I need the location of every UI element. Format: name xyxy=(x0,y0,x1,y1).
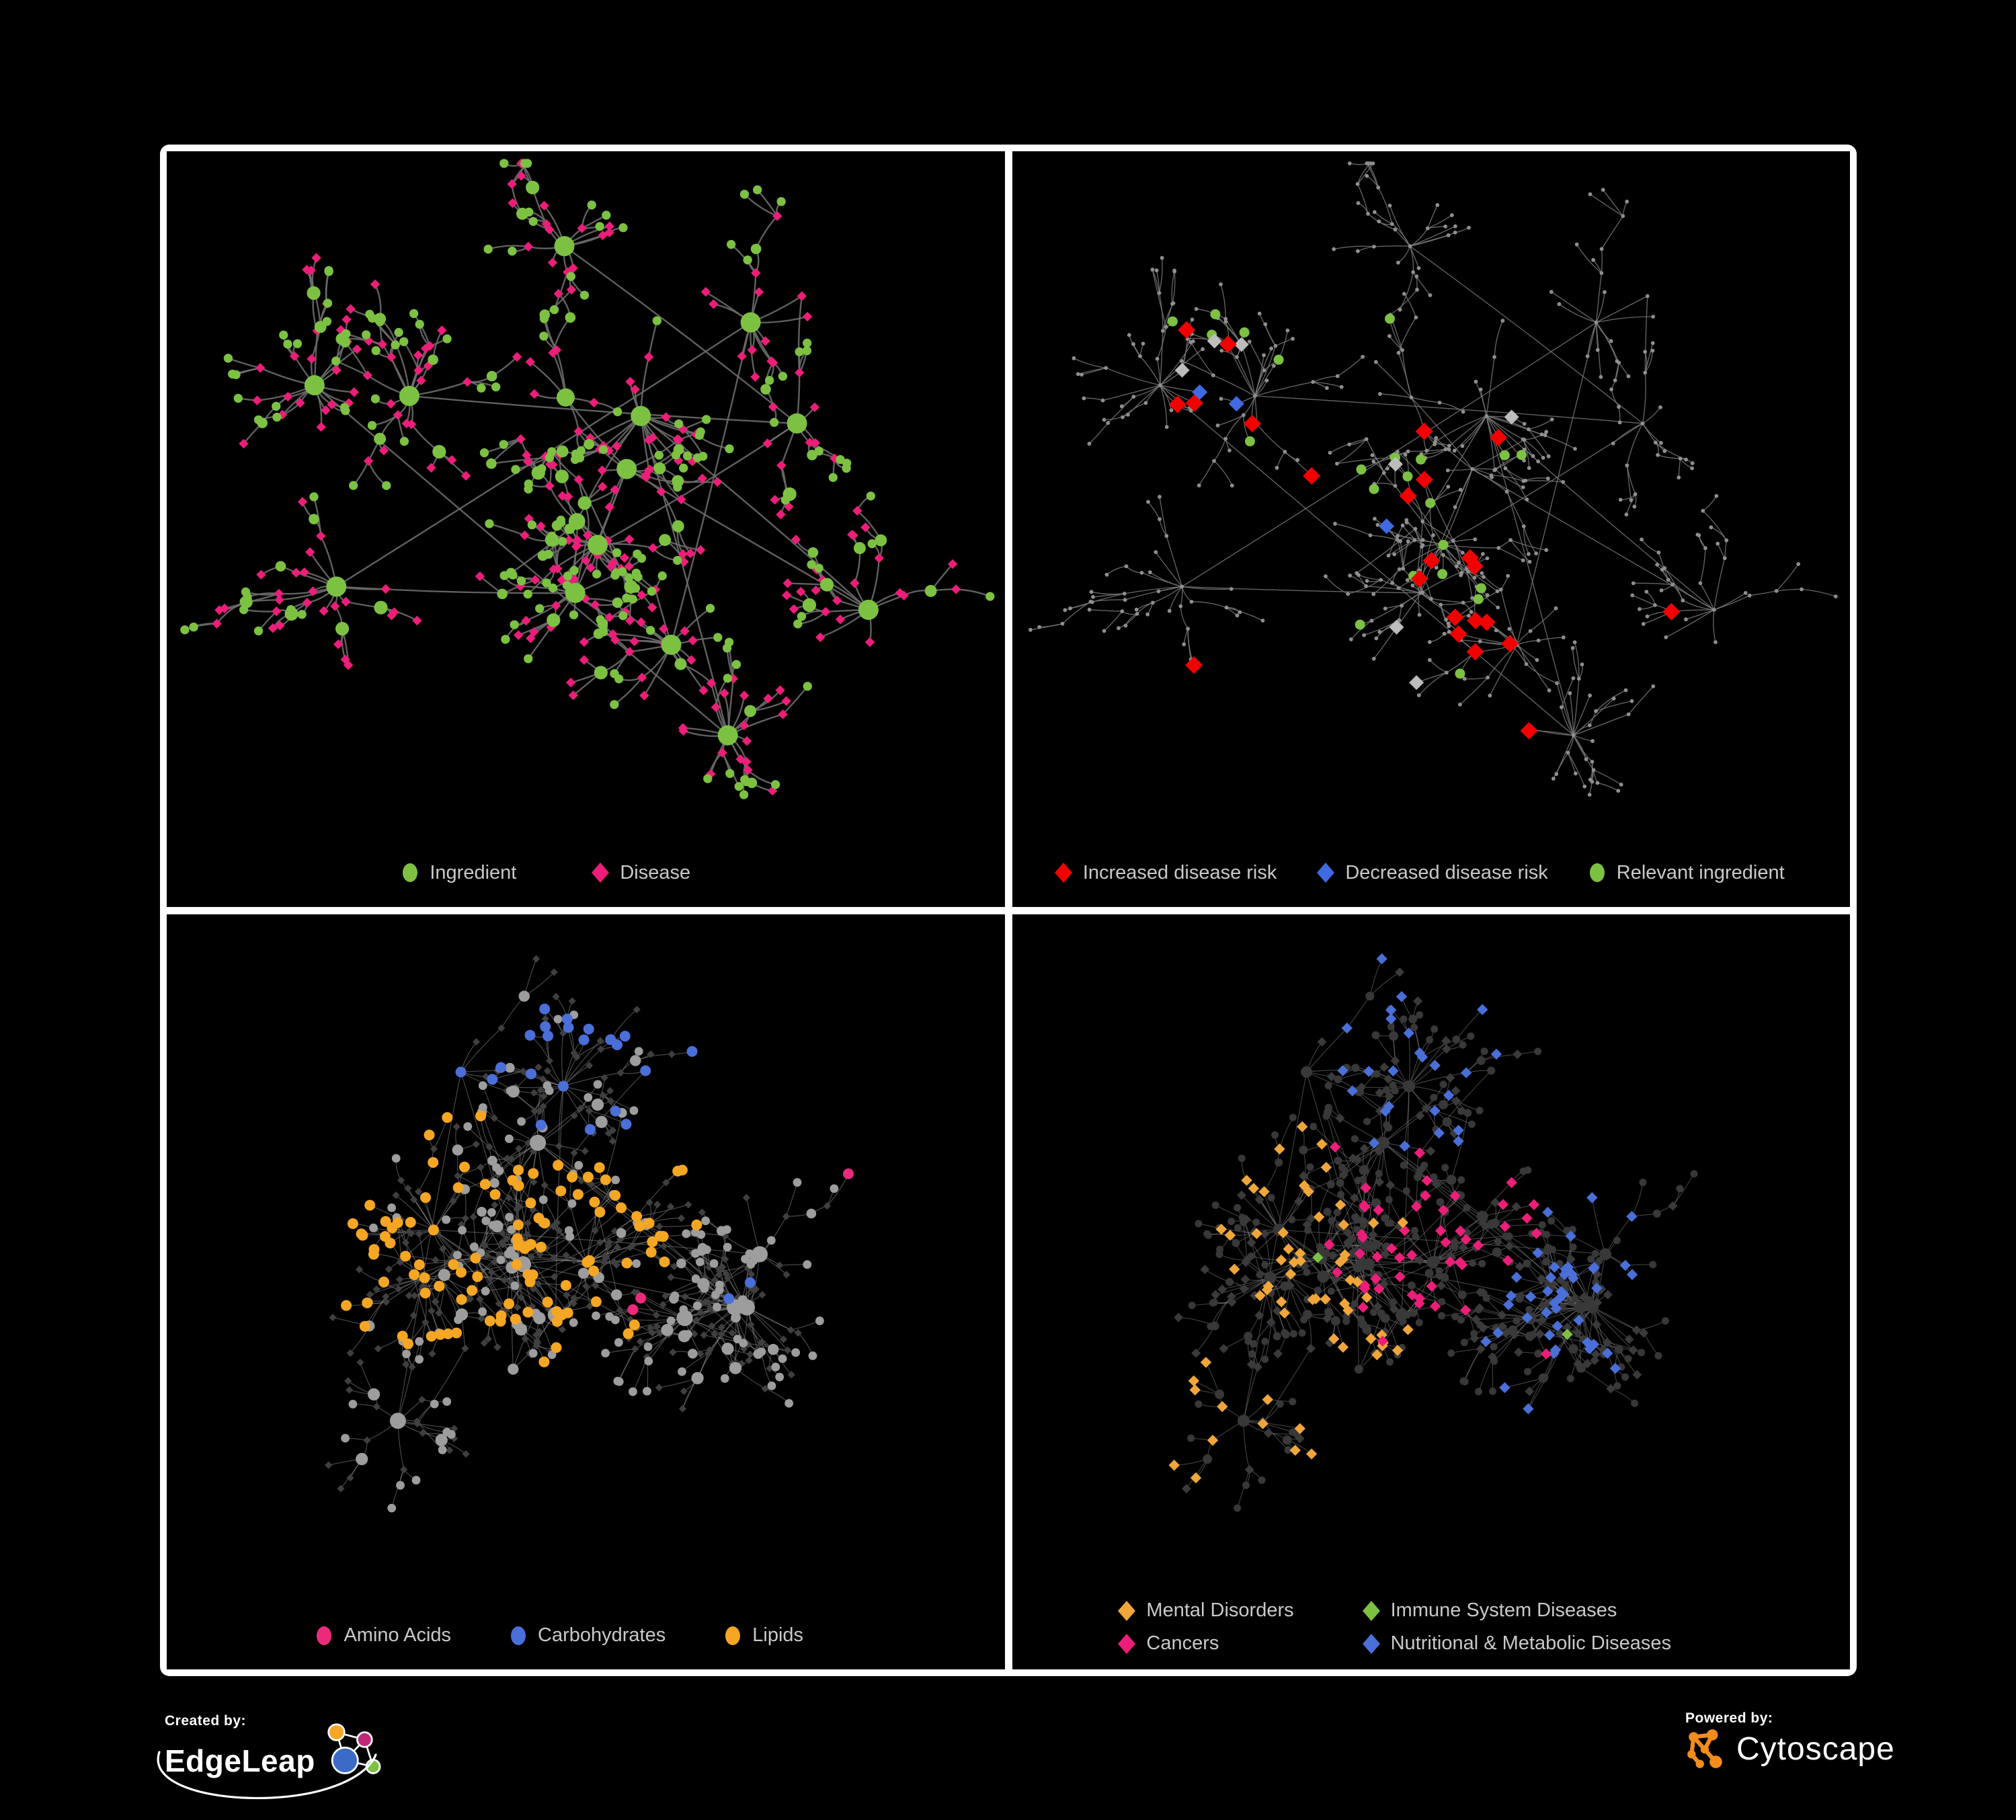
legend-item: Nutritional & Metabolic Diseases xyxy=(1361,1632,1671,1655)
legend-diamond-swatch-icon xyxy=(1317,863,1335,883)
disease-risk-network-graph xyxy=(1028,161,1838,797)
disease-class-network-graph xyxy=(1168,953,1698,1512)
legend-label: Mental Disorders xyxy=(1146,1599,1294,1621)
legend-ingredient-disease: Ingredient Disease xyxy=(167,862,965,884)
ingredient-disease-network-graph xyxy=(180,158,995,799)
panel-macronutrients: Amino Acids Carbohydrates Lipids xyxy=(167,914,1005,1669)
legend-circle-swatch-icon xyxy=(511,1626,526,1645)
legend-item: Decreased disease risk xyxy=(1316,861,1548,884)
legend-label: Ingredient xyxy=(430,861,517,883)
legend-circle-swatch-icon xyxy=(1589,863,1605,882)
legend-diamond-swatch-icon xyxy=(1362,1633,1380,1654)
legend-label: Nutritional & Metabolic Diseases xyxy=(1390,1632,1672,1654)
legend-label: Cancers xyxy=(1146,1632,1219,1654)
legend-item: Ingredient xyxy=(400,862,516,884)
legend-macronutrients: Amino Acids Carbohydrates Lipids xyxy=(167,1624,978,1647)
legend-diamond-swatch-icon xyxy=(1054,863,1072,883)
cytoscape-credit: Powered by: xyxy=(1685,1710,1895,1771)
legend-circle-swatch-icon xyxy=(725,1626,741,1645)
panel-disease-risk: Increased disease risk Decreased disease … xyxy=(1012,151,1850,907)
legend-item: Mental Disorders xyxy=(1117,1599,1294,1622)
legend-label: Amino Acids xyxy=(344,1624,452,1646)
panel-ingredient-disease: Ingredient Disease xyxy=(167,151,1005,907)
created-by-label: Created by: xyxy=(165,1713,247,1729)
legend-diamond-swatch-icon xyxy=(1118,1600,1136,1621)
legend-item: Relevant ingredient xyxy=(1587,862,1785,884)
panel-disease-classes: Mental Disorders Immune System Diseases Ca… xyxy=(1012,914,1850,1669)
panel-grid: Ingredient Disease Increased disease risk… xyxy=(160,145,1857,1676)
legend-diamond-swatch-icon xyxy=(592,863,610,883)
cytoscape-logo-icon xyxy=(1687,1729,1722,1768)
legend-item: Increased disease risk xyxy=(1053,862,1277,884)
legend-label: Disease xyxy=(620,861,691,883)
legend-item: Lipids xyxy=(723,1624,803,1647)
legend-diamond-swatch-icon xyxy=(1362,1600,1380,1621)
legend-label: Carbohydrates xyxy=(538,1624,666,1646)
legend-disease-classes: Mental Disorders Immune System Diseases Ca… xyxy=(1012,1599,1814,1655)
legend-disease-risk: Increased disease risk Decreased disease … xyxy=(1012,862,1839,884)
cytoscape-wordmark: Cytoscape xyxy=(1736,1731,1895,1767)
edgeleap-credit: Created by: EdgeLeap xyxy=(157,1713,391,1800)
powered-by-label: Powered by: xyxy=(1685,1710,1773,1726)
edgeleap-wordmark: EdgeLeap xyxy=(165,1743,315,1778)
macronutrient-network-graph xyxy=(325,955,854,1512)
legend-item: Carbohydrates xyxy=(508,1624,666,1647)
legend-label: Immune System Diseases xyxy=(1390,1599,1617,1621)
legend-label: Lipids xyxy=(752,1624,804,1646)
legend-item: Disease xyxy=(590,862,690,884)
edgeleap-logo-icon xyxy=(327,1723,381,1774)
legend-label: Increased disease risk xyxy=(1082,861,1277,883)
legend-diamond-swatch-icon xyxy=(1118,1633,1136,1654)
legend-circle-swatch-icon xyxy=(403,863,418,882)
legend-circle-swatch-icon xyxy=(317,1626,332,1645)
legend-item: Amino Acids xyxy=(314,1624,451,1647)
legend-label: Relevant ingredient xyxy=(1616,861,1785,883)
legend-item: Cancers xyxy=(1117,1632,1219,1655)
legend-label: Decreased disease risk xyxy=(1345,861,1548,883)
legend-item: Immune System Diseases xyxy=(1361,1599,1617,1622)
